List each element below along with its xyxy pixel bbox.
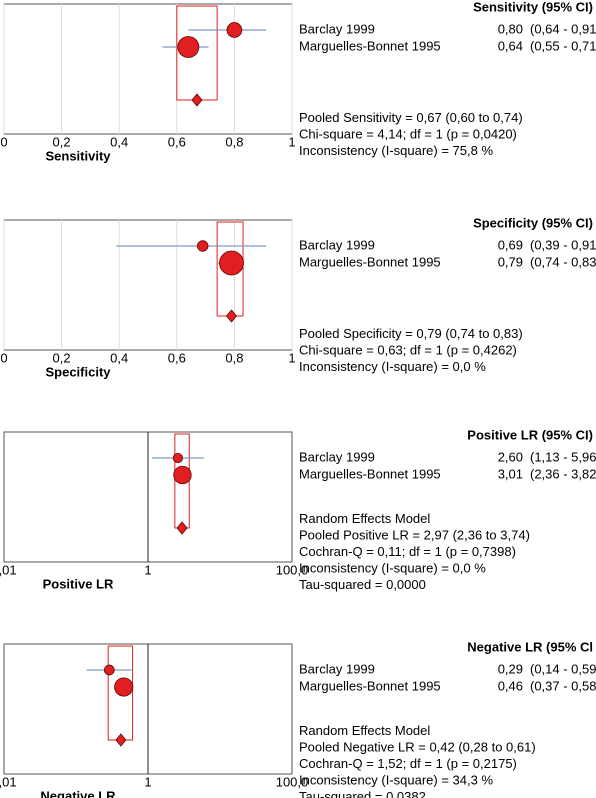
summary-note: Pooled Sensitivity = 0,67 (0,60 to 0,74) bbox=[299, 110, 523, 125]
x-tick-label: 0,2 bbox=[53, 134, 71, 149]
x-tick-label: 1 bbox=[288, 134, 295, 149]
panel-header: Specificity (95% CI) bbox=[473, 215, 593, 230]
summary-note: Chi-square = 4,14; df = 1 (p = 0,0420) bbox=[299, 126, 517, 141]
study-name: Barclay 1999 bbox=[299, 21, 375, 36]
x-tick-label: 0 bbox=[0, 350, 7, 365]
ci-label: (0,55 - 0,71) bbox=[530, 38, 596, 53]
study-point bbox=[173, 465, 192, 485]
x-axis-label: Positive LR bbox=[43, 576, 114, 591]
estimate-label: 3,01 bbox=[498, 466, 523, 481]
study-name: Barclay 1999 bbox=[299, 661, 375, 676]
summary-note: Tau-squared = 0,0382 bbox=[299, 789, 426, 798]
x-tick-label: 1 bbox=[144, 562, 151, 577]
estimate-label: 0,79 bbox=[498, 254, 523, 269]
x-tick-label: 0,4 bbox=[110, 350, 128, 365]
ci-label: (0,37 - 0,58) bbox=[530, 678, 596, 693]
x-tick-label: 0,2 bbox=[53, 350, 71, 365]
study-name: Marguelles-Bonnet 1995 bbox=[299, 678, 441, 693]
summary-note: Random Effects Model bbox=[299, 511, 430, 526]
study-name: Barclay 1999 bbox=[299, 237, 375, 252]
ci-label: (0,74 - 0,83) bbox=[530, 254, 596, 269]
summary-note: Cochran-Q = 0,11; df = 1 (p = 0,7398) bbox=[299, 544, 516, 559]
study-point bbox=[226, 22, 243, 38]
x-tick-label: 100,0 bbox=[276, 562, 309, 577]
x-axis-label: Negative LR bbox=[40, 788, 116, 798]
summary-note: Inconsistency (I-square) = 0,0 % bbox=[299, 560, 486, 575]
study-name: Marguelles-Bonnet 1995 bbox=[299, 38, 441, 53]
study-point bbox=[177, 36, 200, 58]
summary-note: Pooled Positive LR = 2,97 (2,36 to 3,74) bbox=[299, 527, 530, 542]
panel-header: Negative LR (95% Cl bbox=[467, 639, 593, 654]
estimate-label: 0,46 bbox=[498, 678, 523, 693]
summary-note: Cochran-Q = 1,52; df = 1 (p = 0,2175) bbox=[299, 756, 517, 771]
summary-note: Inconsistency (I-square) = 0,0 % bbox=[299, 359, 486, 374]
ci-label: (0,39 - 0,91) bbox=[530, 237, 596, 252]
pooled-diamond bbox=[225, 309, 238, 323]
x-tick-label: 0,6 bbox=[168, 134, 186, 149]
ci-label: (0,64 - 0,91) bbox=[530, 21, 596, 36]
pooled-diamond bbox=[191, 93, 203, 107]
ci-label: (0,14 - 0,59) bbox=[530, 661, 596, 676]
plot-frame bbox=[3, 3, 293, 135]
summary-note: Inconsistency (I-square) = 34,3 % bbox=[299, 772, 493, 787]
plot-frame bbox=[3, 219, 293, 351]
study-name: Marguelles-Bonnet 1995 bbox=[299, 254, 441, 269]
estimate-label: 0,80 bbox=[498, 21, 523, 36]
x-tick-label: 0,01 bbox=[0, 774, 17, 789]
x-tick-label: 1 bbox=[288, 350, 295, 365]
estimate-label: 0,64 bbox=[498, 38, 523, 53]
pooled-diamond bbox=[115, 733, 127, 747]
summary-note: Chi-square = 0,63; df = 1 (p = 0,4262) bbox=[299, 342, 517, 357]
x-tick-label: 0,01 bbox=[0, 562, 17, 577]
x-tick-label: 0,4 bbox=[110, 134, 128, 149]
x-tick-label: 100,0 bbox=[276, 774, 309, 789]
x-tick-label: 0 bbox=[0, 134, 7, 149]
summary-note: Tau-squared = 0,0000 bbox=[299, 577, 426, 592]
study-point bbox=[103, 664, 115, 676]
panel-header: Positive LR (95% CI) bbox=[467, 427, 593, 442]
estimate-label: 0,29 bbox=[498, 661, 523, 676]
summary-note: Pooled Specificity = 0,79 (0,74 to 0,83) bbox=[299, 326, 523, 341]
study-point bbox=[219, 250, 244, 276]
ci-label: (2,36 - 3,82) bbox=[530, 466, 596, 481]
panel-header: Sensitivity (95% CI) bbox=[473, 0, 593, 14]
summary-note: Pooled Negative LR = 0,42 (0,28 to 0,61) bbox=[299, 739, 536, 754]
summary-note: Inconsistency (I-square) = 75,8 % bbox=[299, 143, 493, 158]
summary-note: Random Effects Model bbox=[299, 723, 430, 738]
study-point bbox=[197, 240, 209, 252]
study-point bbox=[114, 677, 134, 697]
estimate-label: 0,69 bbox=[498, 237, 523, 252]
study-name: Barclay 1999 bbox=[299, 449, 375, 464]
x-axis-label: Sensitivity bbox=[45, 148, 111, 163]
x-tick-label: 0,8 bbox=[225, 134, 243, 149]
x-tick-label: 1 bbox=[144, 774, 151, 789]
study-name: Marguelles-Bonnet 1995 bbox=[299, 466, 441, 481]
ci-label: (1,13 - 5,96) bbox=[530, 449, 596, 464]
x-tick-label: 0,8 bbox=[225, 350, 243, 365]
x-tick-label: 0,6 bbox=[168, 350, 186, 365]
pooled-diamond bbox=[176, 521, 188, 535]
estimate-label: 2,60 bbox=[498, 449, 523, 464]
x-axis-label: Specificity bbox=[45, 364, 111, 379]
study-point bbox=[172, 452, 183, 464]
